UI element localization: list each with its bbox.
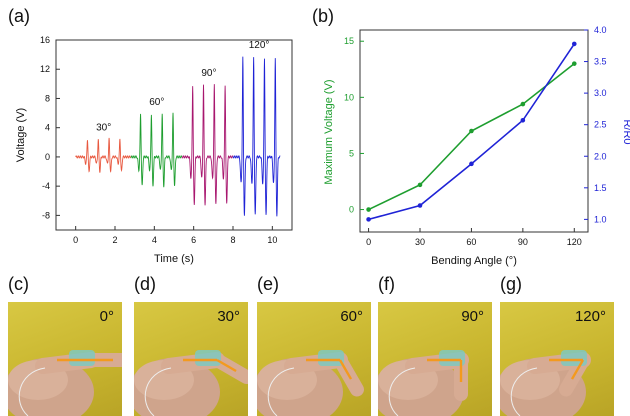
right-y-tick-label: 4.0 xyxy=(594,25,607,35)
left-y-tick-label: 10 xyxy=(344,92,354,102)
finger-photo-60: 60° xyxy=(257,302,371,416)
sensor-patch xyxy=(439,350,465,366)
photo-angle-label: 60° xyxy=(340,308,363,325)
x-tick-label: 8 xyxy=(230,235,235,245)
x-tick-label: 10 xyxy=(267,235,277,245)
data-point-right xyxy=(520,117,526,123)
x-tick-label: 0 xyxy=(73,235,78,245)
x-tick-label: 30 xyxy=(415,237,425,247)
y-tick-label: -4 xyxy=(42,181,50,191)
angle-guide-tip xyxy=(338,359,353,380)
bending-angle-chart: 0 30 60 90 120 0 5 10 15 1.0 1.5 2.0 2.5 3.0 3.5 4.0 Be… xyxy=(323,25,630,267)
panel-label-g: (g) xyxy=(500,274,522,294)
series-label: 60° xyxy=(149,97,164,108)
right-y-tick-label: 1.0 xyxy=(594,214,607,224)
y-axis-label: Voltage (V) xyxy=(15,108,27,162)
photo-angle-label: 120° xyxy=(574,308,606,325)
photo-angle-label: 0° xyxy=(99,308,114,325)
x-tick-label: 120 xyxy=(567,237,582,247)
plot-frame-b xyxy=(359,29,589,233)
voltage-series-1 xyxy=(130,112,183,188)
data-point-left xyxy=(417,182,423,188)
data-point-right xyxy=(469,161,474,167)
panel-label-a: (a) xyxy=(8,6,30,26)
sensor-patch xyxy=(195,350,221,366)
left-y-tick-label: 15 xyxy=(344,36,354,46)
sensor-wire xyxy=(510,367,538,416)
sensor-patch xyxy=(69,350,95,366)
series-line-left xyxy=(368,63,575,211)
x-tick-label: 90 xyxy=(518,237,528,247)
panel-label-c: (c) xyxy=(8,274,29,294)
angle-guide-tip xyxy=(216,358,237,373)
left-y-tick-label: 0 xyxy=(349,205,354,215)
x-tick-label: 60 xyxy=(466,237,476,247)
voltage-series-2 xyxy=(181,84,234,206)
data-point-left xyxy=(520,101,526,107)
data-point-right xyxy=(417,203,423,208)
x-axis-label-b: Bending Angle (°) xyxy=(431,255,517,267)
right-y-tick-label: 3.5 xyxy=(594,57,607,67)
y-tick-label: -8 xyxy=(42,210,50,220)
y-tick-label: 0 xyxy=(45,152,50,162)
y-tick-label: 4 xyxy=(45,123,50,133)
photo-angle-label: 90° xyxy=(461,308,484,325)
right-axis-label: R/R0 xyxy=(621,119,630,144)
plot-frame xyxy=(55,39,293,231)
x-tick-label: 0 xyxy=(366,237,371,247)
angle-guide-tip xyxy=(570,359,585,380)
sensor-wire xyxy=(18,367,46,416)
finger-photo-0: 0° xyxy=(8,302,122,416)
photo-angle-label: 30° xyxy=(217,308,240,325)
data-point-right xyxy=(571,41,577,47)
panel-label-f: (f) xyxy=(378,274,395,294)
right-y-tick-label: 3.0 xyxy=(594,88,607,98)
left-axis-label: Maximum Voltage (V) xyxy=(323,79,335,184)
data-point-left xyxy=(366,207,371,212)
finger-photo-120: 120° xyxy=(500,302,614,416)
y-tick-label: 8 xyxy=(45,93,50,103)
sensor-wire xyxy=(388,367,416,416)
voltage-series-0 xyxy=(75,137,132,173)
series-label: 90° xyxy=(201,68,216,79)
sensor-wire xyxy=(144,367,172,416)
y-tick-label: 12 xyxy=(40,64,50,74)
sensor-patch xyxy=(561,350,587,366)
voltage-time-chart: 0 2 4 6 8 10 -8 -4 0 4 8 12 16 30° 60° 90° 120° Time (s… xyxy=(15,35,293,265)
finger-photo-90: 90° xyxy=(378,302,492,416)
sensor-patch xyxy=(318,350,344,366)
data-point-right xyxy=(366,217,371,222)
x-tick-label: 4 xyxy=(152,235,157,245)
data-point-left xyxy=(469,128,474,134)
panel-label-b: (b) xyxy=(312,6,334,26)
panel-label-d: (d) xyxy=(134,274,156,294)
data-point-left xyxy=(571,61,577,66)
x-tick-label: 6 xyxy=(191,235,196,245)
panel-label-e: (e) xyxy=(257,274,279,294)
finger-photo-30: 30° xyxy=(134,302,248,416)
x-axis-label: Time (s) xyxy=(154,253,194,265)
sensor-wire xyxy=(267,367,295,416)
series-label: 30° xyxy=(96,123,111,134)
voltage-series-3 xyxy=(232,56,281,217)
right-y-tick-label: 1.5 xyxy=(594,183,607,193)
y-tick-label: 16 xyxy=(40,35,50,45)
left-y-tick-label: 5 xyxy=(349,148,354,158)
x-tick-label: 2 xyxy=(112,235,117,245)
right-y-tick-label: 2.5 xyxy=(594,120,607,130)
right-y-tick-label: 2.0 xyxy=(594,151,607,161)
series-label: 120° xyxy=(249,40,270,51)
